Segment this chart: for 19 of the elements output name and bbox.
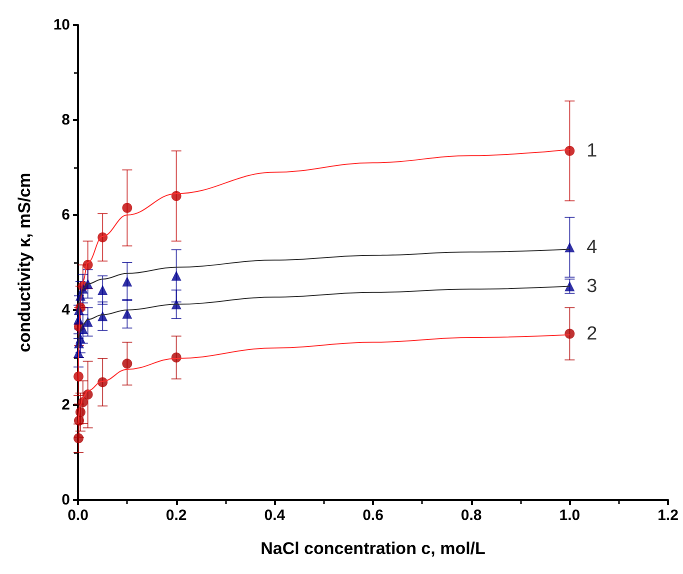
- y-tick-label: 4: [62, 302, 71, 318]
- y-tick-label: 6: [62, 206, 70, 224]
- series-label: 1: [586, 140, 598, 162]
- x-tick-label: 0.0: [68, 507, 88, 524]
- x-axis-title: NaCl concentration c, mol/L: [260, 539, 486, 558]
- x-tick-label: 0.2: [166, 507, 187, 524]
- series-label: 4: [586, 236, 598, 258]
- y-axis-title: conductivity κ, mS/cm: [15, 172, 34, 352]
- x-tick-label: 0.4: [264, 507, 286, 524]
- x-tick-label: 1.0: [559, 507, 580, 524]
- series-label: 3: [586, 276, 598, 297]
- x-tick-label: 0.6: [362, 507, 384, 524]
- series-label: 2: [586, 323, 598, 344]
- x-tick-label: 1.2: [658, 507, 678, 524]
- y-tick-label: 0: [62, 492, 70, 508]
- y-tick-label: 8: [62, 112, 70, 128]
- y-tick-label: 2: [62, 396, 70, 414]
- y-tick-label: 10: [53, 16, 70, 34]
- x-tick-label: 0.8: [460, 507, 482, 524]
